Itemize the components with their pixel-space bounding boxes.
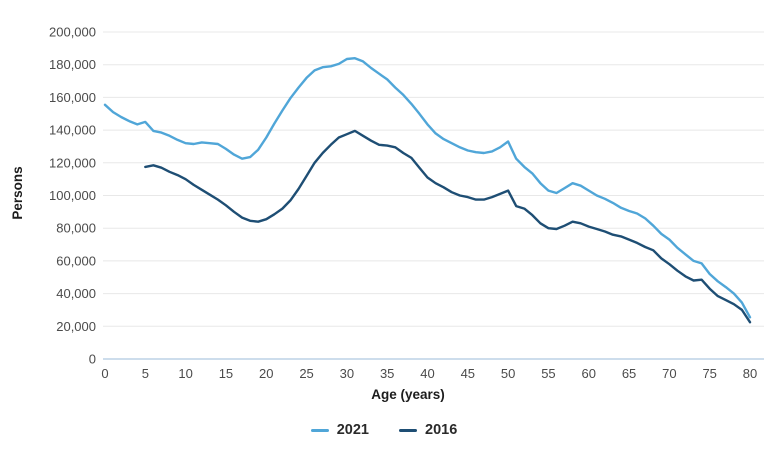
x-axis-title: Age (years) — [371, 387, 445, 402]
y-tick-label: 120,000 — [49, 155, 96, 170]
y-tick-label: 20,000 — [56, 319, 96, 334]
x-tick-label: 45 — [461, 366, 475, 381]
y-axis-tick-labels: 0 20,000 40,000 60,000 80,000 100,000 120,000 1… — [49, 25, 96, 367]
x-tick-label: 35 — [380, 366, 394, 381]
y-axis-title: Persons — [10, 166, 25, 219]
x-tick-label: 80 — [743, 366, 757, 381]
x-axis-tick-labels: 0 5 10 15 20 25 30 35 40 45 50 55 60 65 70 75 80 — [101, 366, 757, 381]
legend-label-2016: 2016 — [425, 422, 458, 438]
y-tick-label: 200,000 — [49, 25, 96, 40]
line-chart: 0 20,000 40,000 60,000 80,000 100,000 120,000 1… — [10, 25, 764, 402]
x-tick-label: 75 — [702, 366, 716, 381]
series-2021-line — [103, 57, 752, 319]
x-tick-label: 30 — [340, 366, 354, 381]
x-tick-label: 65 — [622, 366, 636, 381]
x-tick-label: 60 — [582, 366, 596, 381]
x-tick-label: 25 — [299, 366, 313, 381]
y-tick-label: 60,000 — [56, 253, 96, 268]
y-tick-label: 140,000 — [49, 123, 96, 138]
legend: 2021 2016 — [0, 416, 768, 444]
x-tick-label: 55 — [541, 366, 555, 381]
x-tick-label: 0 — [101, 366, 108, 381]
x-tick-label: 40 — [420, 366, 434, 381]
y-tick-label: 100,000 — [49, 188, 96, 203]
legend-item-2021[interactable]: 2021 — [310, 422, 369, 438]
x-tick-label: 10 — [178, 366, 192, 381]
y-tick-label: 160,000 — [49, 90, 96, 105]
x-tick-label: 5 — [142, 366, 149, 381]
y-tick-label: 80,000 — [56, 221, 96, 236]
gridlines — [103, 31, 764, 360]
legend-swatch-2021-icon — [310, 428, 329, 432]
x-tick-label: 20 — [259, 366, 273, 381]
legend-label-2021: 2021 — [336, 422, 369, 438]
series-2016-line — [144, 129, 752, 324]
y-tick-label: 40,000 — [56, 286, 96, 301]
x-tick-label: 70 — [662, 366, 676, 381]
y-tick-label: 0 — [89, 352, 96, 367]
legend-item-2016[interactable]: 2016 — [399, 422, 457, 438]
series-lines — [103, 57, 752, 324]
x-tick-label: 50 — [501, 366, 515, 381]
x-tick-label: 15 — [219, 366, 233, 381]
y-tick-label: 180,000 — [49, 57, 96, 72]
legend-swatch-2016-icon — [399, 428, 417, 432]
